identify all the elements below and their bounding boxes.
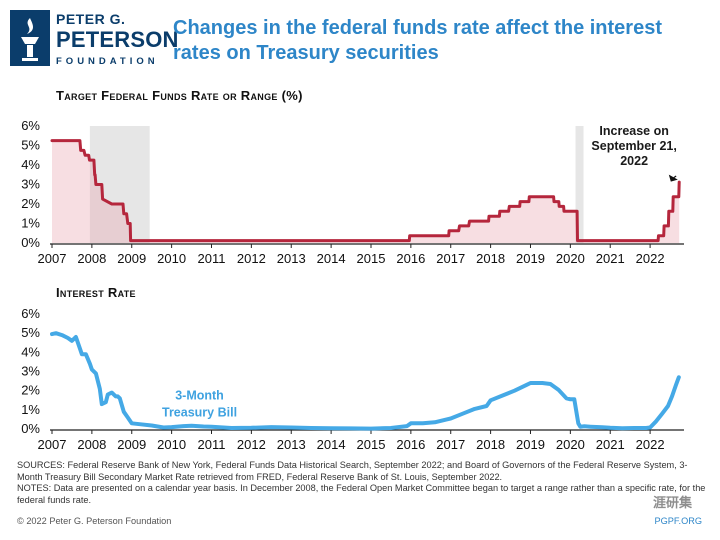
annotation-arrow	[673, 175, 677, 179]
x-tick-label: 2017	[436, 251, 465, 266]
x-tick-label: 2021	[596, 251, 625, 266]
y-tick-label: 6%	[21, 306, 40, 321]
annotation-text: 2022	[620, 154, 648, 168]
x-tick-label: 2019	[516, 251, 545, 266]
fed-funds-chart: 0% 1% 2% 3% 4% 5% 6% 2007 2008 2009 2010 2011 2012 20…	[21, 118, 684, 266]
x-tick-label: 2011	[198, 251, 226, 266]
notes-text: NOTES: Data are presented on a calendar …	[17, 483, 706, 505]
tbill-chart-title: Interest Rate	[56, 285, 136, 300]
logo-line3: FOUNDATION	[56, 56, 159, 67]
y-tick-label: 3%	[21, 364, 40, 379]
x-tick-label: 2008	[77, 251, 106, 266]
y-tick-label: 6%	[21, 118, 40, 133]
site-link[interactable]: PGPF.ORG	[654, 516, 702, 526]
annotation-text: September 21,	[591, 139, 676, 153]
x-tick-label: 2018	[476, 251, 505, 266]
x-tick-label: 2009	[117, 437, 146, 452]
y-tick-label: 1%	[21, 216, 40, 231]
x-tick-label: 2016	[396, 251, 425, 266]
footer-notes: SOURCES: Federal Reserve Bank of New Yor…	[17, 460, 707, 506]
logo-line2: PETERSON	[56, 27, 179, 52]
series-label: 3-Month	[175, 388, 224, 402]
x-tick-label: 2020	[556, 437, 585, 452]
y-tick-label: 4%	[21, 344, 40, 359]
recession-band	[575, 126, 584, 243]
logo-wordmark: PETER G. PETERSON FOUNDATION	[56, 12, 179, 67]
sources-text: SOURCES: Federal Reserve Bank of New Yor…	[17, 460, 688, 482]
copyright: © 2022 Peter G. Peterson Foundation	[17, 516, 172, 526]
x-tick-label: 2015	[357, 437, 386, 452]
x-tick-label: 2008	[77, 437, 106, 452]
x-tick-label: 2011	[198, 437, 226, 452]
x-tick-label: 2014	[317, 251, 346, 266]
x-tick-label: 2007	[38, 251, 67, 266]
fed-chart-title: Target Federal Funds Rate or Range (%)	[56, 88, 303, 103]
series-area	[52, 140, 680, 243]
torch-logo-icon	[10, 10, 50, 66]
x-tick-label: 2016	[396, 437, 425, 452]
x-tick-label: 2007	[38, 437, 67, 452]
series-line	[50, 331, 681, 431]
x-tick-label: 2013	[277, 251, 306, 266]
pgpf-logo: PETER G. PETERSON FOUNDATION	[10, 10, 178, 66]
x-tick-label: 2018	[476, 437, 505, 452]
x-tick-label: 2021	[596, 437, 625, 452]
x-tick-label: 2022	[636, 437, 665, 452]
watermark: 涯研集	[652, 495, 692, 510]
y-tick-label: 2%	[21, 196, 40, 211]
x-tick-label: 2013	[277, 437, 306, 452]
series-line	[50, 139, 681, 243]
x-tick-label: 2020	[556, 251, 585, 266]
x-tick-label: 2022	[636, 251, 665, 266]
y-tick-label: 3%	[21, 177, 40, 192]
logo-line1: PETER G.	[56, 11, 126, 27]
x-tick-label: 2015	[357, 251, 386, 266]
x-tick-label: 2014	[317, 437, 346, 452]
series-label: Treasury Bill	[162, 405, 237, 419]
y-tick-label: 5%	[21, 325, 40, 340]
x-tick-label: 2012	[237, 437, 266, 452]
x-tick-label: 2010	[157, 437, 186, 452]
y-tick-label: 0%	[21, 235, 40, 250]
y-tick-label: 5%	[21, 138, 40, 153]
x-tick-label: 2012	[237, 251, 266, 266]
y-tick-label: 2%	[21, 383, 40, 398]
x-tick-label: 2019	[516, 437, 545, 452]
x-tick-label: 2017	[436, 437, 465, 452]
y-tick-label: 4%	[21, 157, 40, 172]
headline: Changes in the federal funds rate affect…	[173, 17, 662, 64]
x-tick-label: 2009	[117, 251, 146, 266]
annotation-arrowhead	[668, 174, 678, 182]
x-tick-label: 2010	[157, 251, 186, 266]
y-tick-label: 1%	[21, 402, 40, 417]
annotation-text: Increase on	[599, 124, 668, 138]
tbill-chart: 0% 1% 2% 3% 4% 5% 6% 2007 2008 2009 2010 2011 2012 20…	[21, 306, 684, 452]
y-tick-label: 0%	[21, 421, 40, 436]
